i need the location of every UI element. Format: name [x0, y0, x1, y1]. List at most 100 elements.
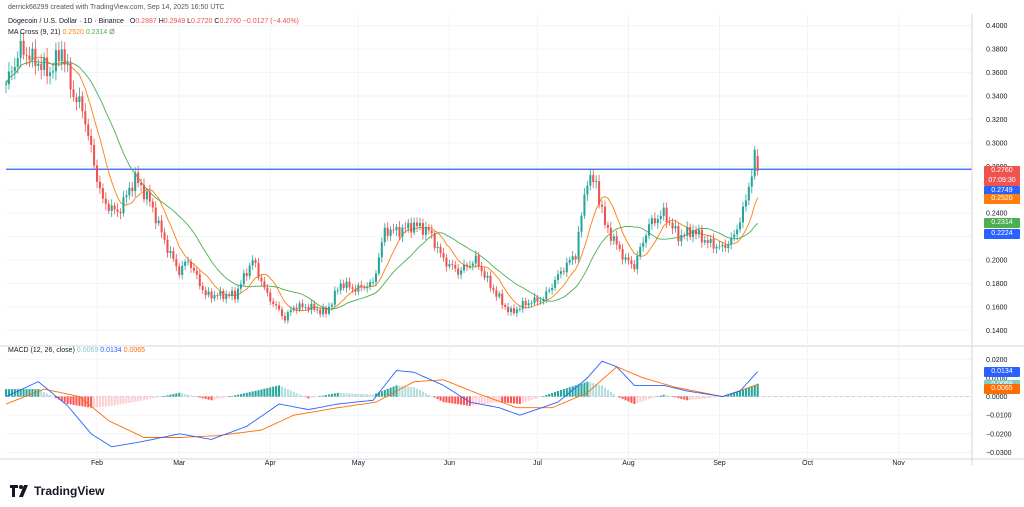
macd-histogram-bar — [712, 396, 715, 398]
macd-histogram-bar — [551, 392, 554, 397]
candle-body — [101, 188, 104, 199]
time-tick-label: Aug — [622, 460, 635, 467]
macd-histogram-bar — [369, 394, 372, 397]
macd-histogram-bar — [577, 384, 580, 397]
macd-histogram-bar — [222, 396, 225, 398]
macd-histogram-bar — [184, 394, 187, 397]
macd-histogram-bar — [401, 386, 404, 397]
macd-histogram-bar — [486, 396, 489, 404]
candle-body — [301, 303, 304, 308]
macd-histogram-bar — [351, 393, 354, 397]
macd-histogram-bar — [283, 387, 286, 397]
ma-cross-legend[interactable]: MA Cross (9, 21) 0.2520 0.2314 Ø — [8, 29, 115, 36]
candle-body — [107, 203, 110, 211]
macd-histogram-bar — [509, 396, 513, 404]
macd-histogram-bar — [756, 383, 759, 397]
macd-histogram-bar — [645, 396, 648, 401]
candle-body — [95, 165, 99, 182]
macd-histogram-bar — [169, 394, 172, 397]
macd-histogram-bar — [342, 393, 345, 397]
candle-body — [172, 250, 175, 259]
macd-histogram-bar — [142, 396, 146, 401]
candle-body — [7, 71, 10, 85]
candle-body — [266, 287, 269, 293]
candle-body — [539, 301, 542, 302]
macd-histogram-bar — [398, 385, 401, 397]
macd-histogram-bar — [154, 396, 157, 398]
candle-body — [495, 290, 498, 297]
candle-body — [433, 233, 436, 248]
candle-body — [84, 111, 87, 125]
candle-body — [436, 246, 439, 248]
candle-body — [351, 287, 354, 289]
candle-body — [606, 224, 609, 228]
macd-histogram-bar — [248, 392, 251, 397]
candle-body — [674, 226, 677, 229]
candle-body — [195, 270, 198, 275]
macd-histogram-bar — [656, 396, 659, 398]
macd-histogram-bar — [606, 389, 609, 397]
macd-histogram-bar — [63, 396, 66, 403]
candle-body — [445, 257, 448, 267]
price-tag: 0.2749 — [984, 185, 1020, 196]
candle-body — [25, 54, 28, 56]
macd-histogram-bar — [272, 386, 275, 397]
macd-histogram-bar — [689, 396, 692, 400]
candle-body — [192, 267, 195, 271]
macd-histogram-bar — [718, 396, 721, 398]
macd-histogram-bar — [700, 396, 703, 399]
macd-histogram-bar — [668, 396, 671, 397]
macd-histogram-bar — [454, 396, 457, 404]
candle-body — [49, 72, 52, 77]
candle-body — [16, 58, 19, 67]
macd-histogram-bar — [386, 388, 389, 397]
macd-histogram-bar — [601, 385, 604, 397]
macd-histogram-bar — [236, 394, 239, 397]
macd-histogram-bar — [418, 390, 422, 397]
time-tick-label: Sep — [713, 460, 726, 467]
price-tick-label: 0.1400 — [986, 328, 1008, 335]
macd-histogram-bar — [310, 396, 313, 398]
candle-body — [404, 227, 407, 229]
candle-body — [184, 261, 187, 266]
candle-body — [134, 172, 137, 192]
macd-histogram-bar — [75, 396, 78, 406]
candle-body — [615, 236, 618, 245]
macd-histogram-bar — [518, 396, 521, 404]
candle-body — [603, 206, 607, 225]
candle-body — [398, 226, 401, 237]
candle-body — [289, 310, 292, 313]
candle-body — [442, 253, 445, 258]
candle-body — [236, 288, 239, 300]
macd-histogram-bar — [642, 396, 645, 402]
candle-body — [700, 229, 703, 243]
macd-histogram-bar — [301, 395, 304, 397]
candle-body — [37, 63, 40, 66]
candle-body — [618, 244, 621, 249]
macd-histogram-bar — [524, 396, 527, 402]
macd-legend[interactable]: MACD (12, 26, close) 0.0069 0.0134 0.006… — [8, 347, 146, 354]
price-tick-label: 0.3600 — [986, 70, 1008, 77]
macd-histogram-bar — [580, 383, 583, 397]
candle-body — [421, 223, 424, 235]
candle-body — [556, 274, 560, 280]
candle-body — [524, 300, 527, 306]
macd-histogram-bar — [603, 387, 607, 397]
macd-histogram-bar — [383, 390, 386, 397]
candle-body — [416, 222, 419, 227]
candle-body — [219, 290, 222, 296]
macd-histogram-bar — [160, 396, 163, 398]
candle-body — [345, 281, 348, 288]
candle-body — [386, 227, 389, 236]
macd-histogram-bar — [134, 396, 137, 402]
macd-histogram-bar — [480, 396, 483, 405]
macd-histogram-bar — [357, 393, 360, 397]
candle-body — [730, 237, 733, 245]
macd-histogram-bar — [286, 389, 289, 397]
macd-histogram-bar — [736, 391, 739, 397]
grid-lines — [0, 14, 1024, 460]
candle-body — [627, 257, 630, 261]
macd-histogram-bar — [110, 396, 113, 406]
candle-body — [727, 244, 730, 249]
